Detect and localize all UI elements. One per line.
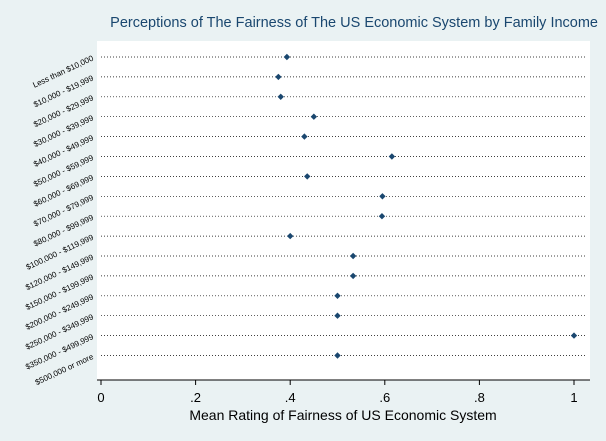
data-point bbox=[334, 352, 341, 359]
data-point bbox=[277, 93, 284, 100]
x-tick-label: 1 bbox=[570, 390, 577, 405]
x-tick-label: .6 bbox=[379, 390, 390, 405]
data-point bbox=[388, 153, 396, 160]
x-tick-label: .8 bbox=[474, 390, 485, 405]
data-point bbox=[334, 292, 341, 299]
x-tick-label: .2 bbox=[190, 390, 201, 405]
data-markers bbox=[275, 53, 578, 359]
data-point bbox=[301, 133, 308, 140]
x-tick-label: .4 bbox=[285, 390, 296, 405]
data-point bbox=[310, 113, 318, 120]
plot-area bbox=[97, 41, 590, 380]
data-point bbox=[349, 272, 357, 280]
data-point bbox=[349, 252, 357, 260]
data-point bbox=[379, 193, 386, 200]
data-point bbox=[287, 232, 294, 240]
chart-title: Perceptions of The Fairness of The US Ec… bbox=[110, 15, 598, 31]
x-axis-ticks: 0 .2 .4 .6 .8 1 bbox=[97, 380, 578, 405]
data-point bbox=[283, 53, 291, 61]
x-axis-label: Mean Rating of Fairness of US Economic S… bbox=[189, 407, 496, 423]
data-point bbox=[570, 332, 578, 339]
data-point bbox=[378, 213, 386, 220]
data-point bbox=[334, 312, 341, 319]
x-tick-label: 0 bbox=[97, 390, 104, 405]
data-point bbox=[304, 173, 311, 180]
data-point bbox=[275, 73, 282, 81]
